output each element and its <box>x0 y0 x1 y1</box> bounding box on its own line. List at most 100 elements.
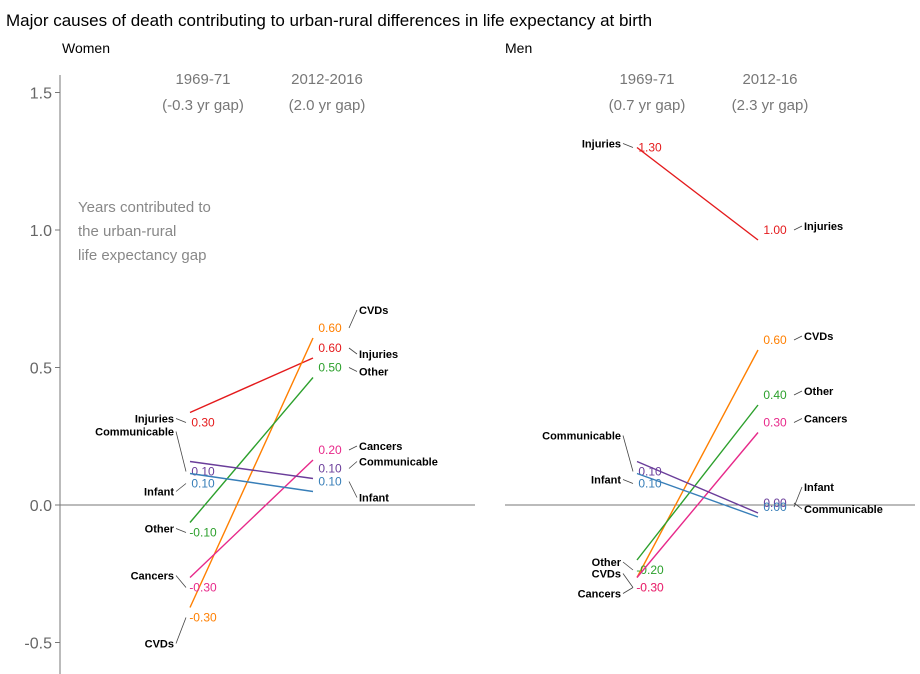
men-injuries-start-label: Injuries <box>582 139 621 151</box>
y-tick-label: 1.5 <box>30 86 52 103</box>
women-cvds-end-leader <box>348 309 358 329</box>
women-cvds-start-value: -0.30 <box>189 611 217 625</box>
men-injuries-start-value: 1.30 <box>638 141 662 155</box>
men-period-end-gap: (2.3 yr gap) <box>732 97 809 114</box>
men-communicable-end-label: Communicable <box>804 504 883 516</box>
women-cancers-end-label: Cancers <box>359 441 402 453</box>
men-other-end-label: Other <box>804 386 834 398</box>
y-tick-label: 0.5 <box>30 361 52 378</box>
chart-title: Major causes of death contributing to ur… <box>6 11 652 30</box>
men-other-end-leader <box>793 390 803 396</box>
men-infant-end-value: 0.00 <box>763 500 787 514</box>
women-period-end-year: 2012-2016 <box>291 71 363 88</box>
women-cancers-line <box>189 459 314 579</box>
men-injuries-end-leader <box>793 225 803 231</box>
men-cancers-line <box>636 432 759 578</box>
women-cvds-start-leader <box>175 617 187 644</box>
women-other-end-value: 0.50 <box>318 361 342 375</box>
men-infant-start-value: 0.10 <box>638 477 662 491</box>
y-tick-label: 0.0 <box>30 498 52 515</box>
women-injuries-end-value: 0.60 <box>318 341 342 355</box>
note-line-1: Years contributed to <box>78 199 211 216</box>
men-cvds-end-value: 0.60 <box>763 333 787 347</box>
women-communicable-end-value: 0.10 <box>318 462 342 476</box>
women-cancers-start-leader <box>175 575 187 588</box>
women-injuries-start-value: 0.30 <box>191 416 215 430</box>
men-other-start-value: -0.20 <box>636 563 664 577</box>
women-communicable-end-leader <box>348 461 358 469</box>
women-period-end-gap: (2.0 yr gap) <box>289 97 366 114</box>
men-other-line <box>636 404 759 561</box>
men-other-start-leader <box>622 561 634 571</box>
men-cvds-start-leader <box>622 573 634 588</box>
panel-title-women: Women <box>62 40 110 56</box>
women-infant-line <box>189 472 314 493</box>
men-communicable-start-value: 0.10 <box>638 465 662 479</box>
men-injuries-start-leader <box>622 143 634 148</box>
women-communicable-end-label: Communicable <box>359 457 438 469</box>
men-cancers-start-label: Cancers <box>578 589 621 601</box>
men-injuries-end-value: 1.00 <box>763 223 787 237</box>
women-injuries-end-leader <box>348 347 358 355</box>
men-period-end-year: 2012-16 <box>742 71 797 88</box>
men-cvds-start-value: -0.30 <box>636 581 664 595</box>
women-other-start-leader <box>175 528 187 533</box>
men-cancers-start-value: -0.30 <box>636 581 664 595</box>
women-infant-start-value: 0.10 <box>191 477 215 491</box>
men-communicable-end-value: 0.00 <box>763 496 787 510</box>
women-period-start-year: 1969-71 <box>175 71 230 88</box>
men-cancers-end-value: 0.30 <box>763 416 787 430</box>
women-injuries-start-leader <box>175 418 187 423</box>
men-injuries-end-label: Injuries <box>804 221 843 233</box>
chart-marks: 0.30 0.60 Injuries Injuries -0.30 0.60 CVDs CVD… <box>95 139 883 651</box>
men-cvds-start-label: CVDs <box>592 569 621 581</box>
women-period-start-gap: (-0.3 yr gap) <box>162 97 244 114</box>
women-cancers-end-leader <box>348 445 358 451</box>
men-communicable-start-leader <box>622 435 634 472</box>
men-communicable-line <box>636 460 759 514</box>
women-other-start-label: Other <box>145 524 175 536</box>
women-infant-end-label: Infant <box>359 493 389 505</box>
women-other-line <box>189 377 314 523</box>
men-injuries-line <box>636 146 759 241</box>
y-tick-label: -0.5 <box>24 636 52 653</box>
men-cvds-line <box>636 349 759 578</box>
women-infant-end-value: 0.10 <box>318 475 342 489</box>
women-other-end-leader <box>348 367 358 372</box>
panel-title-men: Men <box>505 40 532 56</box>
women-communicable-start-label: Communicable <box>95 427 174 439</box>
note-line-3: life expectancy gap <box>78 247 206 264</box>
men-period-start-year: 1969-71 <box>619 71 674 88</box>
women-other-end-label: Other <box>359 367 389 379</box>
men-infant-end-leader <box>793 486 803 508</box>
note-line-2: the urban-rural <box>78 223 176 240</box>
men-infant-start-leader <box>622 479 634 484</box>
women-injuries-start-label: Injuries <box>135 414 174 426</box>
men-infant-line <box>636 472 759 518</box>
women-cvds-end-label: CVDs <box>359 305 388 317</box>
y-axis: -0.5 0.0 0.5 1.0 1.5 <box>24 75 915 674</box>
women-communicable-start-leader <box>175 431 187 472</box>
men-cancers-end-label: Cancers <box>804 414 847 426</box>
women-communicable-line <box>189 460 314 480</box>
men-communicable-start-label: Communicable <box>542 431 621 443</box>
women-infant-start-label: Infant <box>144 487 174 499</box>
women-cancers-start-label: Cancers <box>131 571 174 583</box>
men-other-end-value: 0.40 <box>763 388 787 402</box>
women-cvds-start-label: CVDs <box>145 639 174 651</box>
women-infant-end-leader <box>348 481 358 498</box>
women-cancers-start-value: -0.30 <box>189 581 217 595</box>
women-infant-start-leader <box>175 483 187 492</box>
men-other-start-label: Other <box>592 557 622 569</box>
men-cvds-end-leader <box>793 335 803 341</box>
women-cancers-end-value: 0.20 <box>318 443 342 457</box>
men-cancers-start-leader <box>622 587 634 594</box>
men-infant-start-label: Infant <box>591 475 621 487</box>
men-cancers-end-leader <box>793 418 803 423</box>
men-period-start-gap: (0.7 yr gap) <box>609 97 686 114</box>
women-cvds-end-value: 0.60 <box>318 321 342 335</box>
men-infant-end-label: Infant <box>804 482 834 494</box>
y-tick-label: 1.0 <box>30 223 52 240</box>
women-injuries-line <box>189 357 314 414</box>
